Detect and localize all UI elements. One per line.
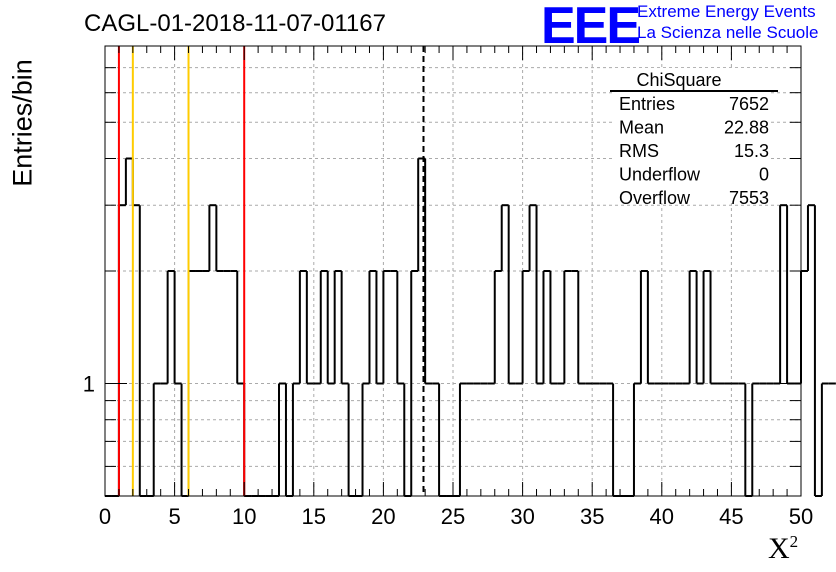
y-tick-label: 1 (83, 372, 95, 397)
x-axis-superscript: 2 (789, 532, 799, 551)
stats-label-underflow: Underflow (619, 165, 701, 185)
x-tick-label: 35 (580, 504, 604, 529)
x-tick-label: 50 (789, 504, 813, 529)
stats-box: ChiSquare Entries 7652 Mean 22.88 RMS 15.3 Unde… (610, 68, 778, 208)
stats-label-overflow: Overflow (619, 188, 691, 208)
x-tick-label: 10 (232, 504, 256, 529)
stats-title: ChiSquare (636, 70, 721, 90)
y-axis-label-text: Entries/bin (7, 59, 38, 187)
x-tick-label: 5 (168, 504, 180, 529)
x-tick-label: 40 (650, 504, 674, 529)
logo-line-1: Extreme Energy Events (637, 2, 816, 21)
histogram-series (105, 157, 836, 497)
eee-logo: EEE (541, 0, 641, 55)
stats-label-entries: Entries (619, 94, 675, 114)
stats-value-underflow: 0 (759, 165, 769, 185)
reference-lines (117, 46, 425, 496)
x-axis-symbol: X (768, 532, 790, 565)
stats-label-rms: RMS (619, 141, 659, 161)
x-tick-label: 0 (99, 504, 111, 529)
x-tick-label: 20 (371, 504, 395, 529)
stats-value-overflow: 7553 (729, 188, 769, 208)
logo-line-2: La Scienza nelle Scuole (637, 23, 819, 42)
x-tick-label: 25 (441, 504, 465, 529)
chart-title: CAGL-01-2018-11-07-01167 (84, 10, 386, 37)
stats-value-entries: 7652 (729, 94, 769, 114)
y-axis-label: Entries/bin (3, 58, 43, 188)
x-axis-label: X2 (768, 532, 798, 566)
stats-label-mean: Mean (619, 118, 664, 138)
stats-value-rms: 15.3 (734, 141, 769, 161)
axis-ticks: 0 5 10 15 20 25 30 35 40 45 50 1 (83, 45, 813, 529)
x-tick-label: 30 (510, 504, 534, 529)
stats-value-mean: 22.88 (724, 118, 769, 138)
x-tick-label: 15 (302, 504, 326, 529)
x-tick-label: 45 (719, 504, 743, 529)
